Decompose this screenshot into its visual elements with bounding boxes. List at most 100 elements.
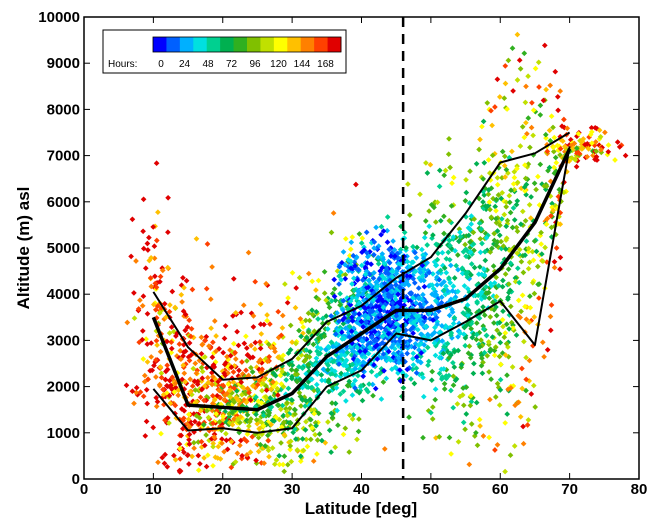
scatter-point <box>471 360 477 367</box>
scatter-point <box>525 115 532 121</box>
scatter-point <box>331 286 338 292</box>
scatter-point <box>480 199 486 205</box>
scatter-point <box>230 275 237 282</box>
scatter-point <box>521 50 528 57</box>
colorbar-swatch <box>300 37 315 52</box>
scatter-point <box>313 381 320 388</box>
scatter-point <box>501 334 508 341</box>
scatter-point <box>448 451 454 457</box>
scatter-point <box>139 328 146 334</box>
scatter-point <box>466 461 473 468</box>
scatter-point <box>143 336 149 342</box>
scatter-point <box>506 326 512 332</box>
scatter-point <box>144 341 151 347</box>
scatter-point <box>420 393 427 400</box>
scatter-point <box>552 68 559 75</box>
scatter-point <box>561 116 567 123</box>
scatter-point <box>340 388 347 395</box>
scatter-point <box>140 393 147 400</box>
scatter-point <box>193 235 200 242</box>
scatter-point <box>252 346 258 352</box>
scatter-point <box>464 285 471 292</box>
scatter-point <box>588 124 595 131</box>
scatter-point <box>264 407 271 414</box>
scatter-point <box>280 412 287 419</box>
scatter-point <box>123 382 130 389</box>
scatter-point <box>481 312 488 319</box>
scatter-point <box>201 455 207 461</box>
scatter-point <box>430 285 437 292</box>
scatter-point <box>309 278 316 285</box>
scatter-point <box>161 460 168 467</box>
scatter-point <box>325 378 332 385</box>
scatter-point <box>381 446 388 452</box>
scatter-point <box>452 247 458 254</box>
scatter-point <box>153 237 160 244</box>
scatter-point <box>504 217 511 224</box>
scatter-point <box>474 442 481 449</box>
scatter-point <box>419 246 425 253</box>
scatter-point <box>483 290 489 296</box>
scatter-point <box>541 353 547 360</box>
scatter-point <box>331 276 338 283</box>
scatter-point <box>444 288 451 294</box>
scatter-point <box>480 176 487 182</box>
scatter-point <box>476 416 483 423</box>
scatter-point <box>485 191 492 198</box>
scatter-point <box>261 460 267 467</box>
scatter-point <box>168 349 175 356</box>
scatter-point <box>249 369 256 375</box>
scatter-point <box>502 330 509 336</box>
scatter-point <box>349 234 356 240</box>
scatter-point <box>429 404 436 410</box>
scatter-point <box>340 431 347 438</box>
scatter-point <box>506 199 513 206</box>
scatter-point <box>519 123 526 130</box>
scatter-point <box>548 302 555 308</box>
scatter-point <box>441 265 448 271</box>
scatter-point <box>450 283 457 290</box>
scatter-point <box>557 254 564 261</box>
scatter-point <box>169 374 176 381</box>
scatter-point <box>421 283 428 290</box>
scatter-point <box>479 240 485 247</box>
scatter-point <box>446 135 452 142</box>
scatter-point <box>141 372 148 379</box>
scatter-point <box>541 42 548 49</box>
scatter-point <box>384 214 391 220</box>
scatter-point <box>424 170 431 176</box>
scatter-point <box>499 316 506 323</box>
scatter-point <box>504 411 511 417</box>
scatter-point <box>303 418 309 425</box>
scatter-point <box>544 346 551 353</box>
scatter-point <box>455 438 462 445</box>
scatter-point <box>530 132 536 139</box>
scatter-point <box>264 317 270 324</box>
scatter-point <box>158 374 165 381</box>
x-tick-label: 20 <box>214 481 231 498</box>
scatter-point <box>557 88 564 94</box>
scatter-point <box>212 454 219 461</box>
scatter-point <box>155 459 161 466</box>
scatter-point <box>181 370 188 377</box>
scatter-point <box>489 152 496 159</box>
scatter-point <box>535 173 541 180</box>
scatter-point <box>420 434 426 441</box>
scatter-point <box>257 321 264 328</box>
scatter-point <box>240 302 247 309</box>
scatter-point <box>493 207 499 214</box>
scatter-point <box>494 181 501 188</box>
scatter-point <box>512 402 518 409</box>
scatter-point <box>534 263 541 270</box>
x-tick-label: 40 <box>353 481 370 498</box>
scatter-point <box>137 297 143 304</box>
scatter-point <box>237 442 243 449</box>
scatter-point <box>554 93 561 100</box>
scatter-point <box>256 425 263 432</box>
scatter-point <box>437 217 444 224</box>
scatter-point <box>307 416 314 423</box>
scatter-point <box>293 285 300 291</box>
scatter-point <box>265 432 271 439</box>
scatter-point <box>477 235 484 242</box>
